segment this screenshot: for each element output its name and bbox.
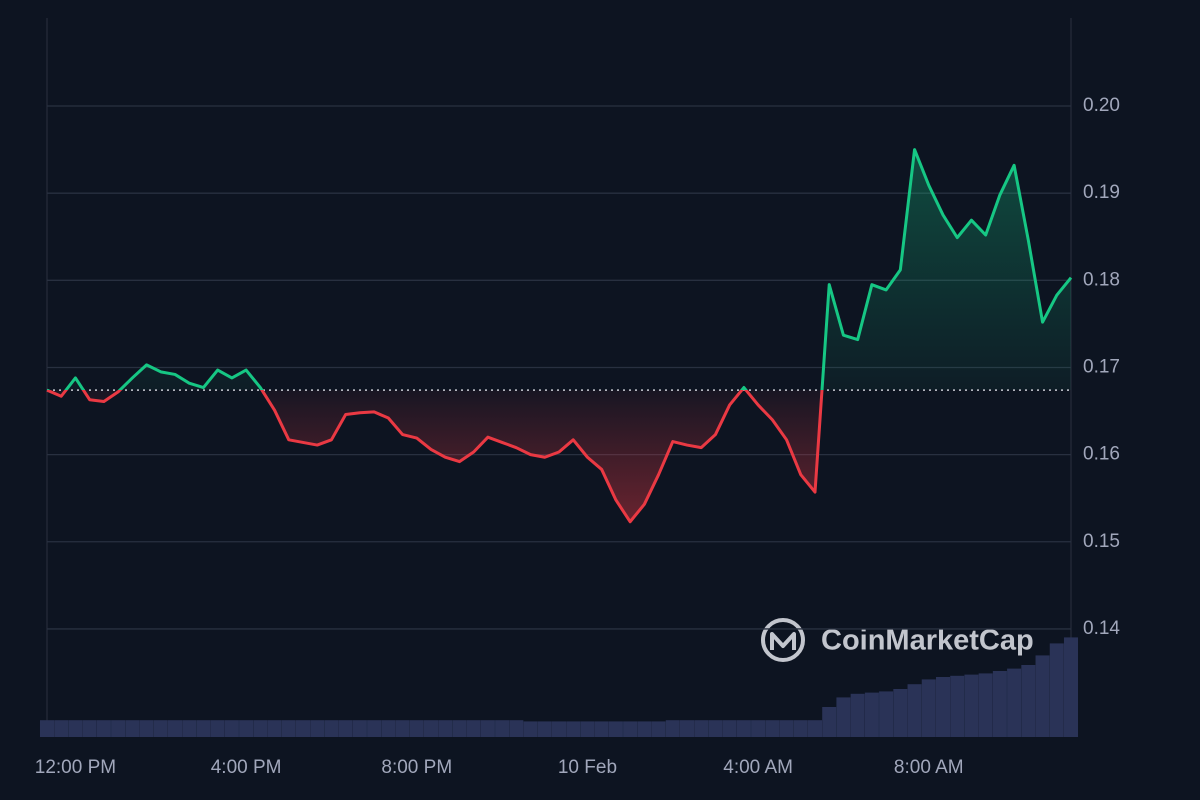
volume-bar <box>822 707 837 737</box>
volume-bar <box>594 721 609 737</box>
volume-bar <box>367 720 382 737</box>
volume-bar <box>580 721 595 737</box>
volume-bar <box>281 720 296 737</box>
volume-bar <box>423 720 439 737</box>
volume-bar <box>921 679 936 737</box>
volume-bar <box>352 720 367 737</box>
volume-bar <box>495 720 510 737</box>
volume-bar <box>537 721 552 737</box>
volume-bar <box>950 675 965 737</box>
y-tick-label: 0.19 <box>1083 182 1120 203</box>
volume-bar <box>736 720 751 737</box>
volume-bar <box>779 720 794 737</box>
x-tick-label: 8:00 AM <box>894 757 964 778</box>
volume-bar <box>54 720 69 737</box>
y-tick-label: 0.20 <box>1083 95 1120 116</box>
volume-bar <box>637 721 652 737</box>
y-tick-label: 0.15 <box>1083 531 1120 552</box>
volume-bar <box>1035 655 1050 737</box>
volume-bar <box>68 720 83 737</box>
volume-bar <box>480 720 495 737</box>
volume-bar <box>239 720 254 737</box>
volume-bar <box>935 677 951 737</box>
volume-bar <box>196 720 211 737</box>
volume-bar <box>409 720 424 737</box>
volume-bar <box>125 720 140 737</box>
volume-bar <box>466 720 481 737</box>
volume-bar <box>651 721 666 737</box>
volume-bar <box>608 721 623 737</box>
volume-bar <box>551 721 567 737</box>
volume-bar <box>1049 643 1064 737</box>
volume-bar <box>182 720 197 737</box>
volume-bar <box>139 720 154 737</box>
volume-bar <box>395 720 410 737</box>
x-tick-label: 4:00 PM <box>211 757 282 778</box>
volume-bar <box>708 720 723 737</box>
volume-bar <box>224 720 239 737</box>
y-tick-label: 0.18 <box>1083 269 1120 290</box>
watermark-text: CoinMarketCap <box>821 625 1034 657</box>
x-tick-label: 4:00 AM <box>723 757 793 778</box>
volume-bar <box>694 720 709 737</box>
volume-bar <box>167 720 183 737</box>
volume-bar <box>452 720 467 737</box>
volume-bar <box>765 720 780 737</box>
volume-bar <box>623 721 638 737</box>
volume-bar <box>509 720 524 737</box>
y-tick-label: 0.17 <box>1083 356 1120 377</box>
volume-bar <box>523 721 538 737</box>
volume-bar <box>39 720 55 737</box>
volume-bar <box>793 720 808 737</box>
volume-bar <box>864 692 879 737</box>
volume-bar <box>82 720 97 737</box>
volume-bar <box>267 720 282 737</box>
volume-bar <box>438 720 453 737</box>
volume-bar <box>210 720 225 737</box>
volume-bar <box>1021 665 1036 737</box>
volume-bar <box>836 697 851 737</box>
volume-bar <box>1007 668 1022 737</box>
volume-bar <box>807 720 823 737</box>
volume-bar <box>1063 637 1079 737</box>
y-tick-label: 0.14 <box>1083 618 1120 639</box>
y-tick-label: 0.16 <box>1083 444 1120 465</box>
volume-bar <box>665 720 680 737</box>
watermark-logo <box>761 618 805 662</box>
x-tick-label: 10 Feb <box>558 757 617 778</box>
volume-bar <box>381 720 396 737</box>
volume-bar <box>96 720 111 737</box>
volume-bar <box>295 720 311 737</box>
volume-bar <box>679 720 695 737</box>
watermark: CoinMarketCap <box>761 618 1034 662</box>
volume-bar <box>310 720 325 737</box>
volume-bar <box>338 720 353 737</box>
volume-bar <box>111 720 126 737</box>
volume-bar <box>751 720 766 737</box>
volume-bar <box>566 721 581 737</box>
volume-bar <box>153 720 168 737</box>
volume-bar <box>850 693 865 737</box>
volume-bar <box>978 673 993 737</box>
volume-bar <box>722 720 737 737</box>
volume-bar <box>907 684 922 737</box>
x-tick-label: 12:00 PM <box>35 757 116 778</box>
volume-bar <box>893 689 908 737</box>
price-area <box>47 149 1071 522</box>
volume-bar <box>964 674 979 737</box>
volume-bar <box>253 720 268 737</box>
volume-bar <box>992 671 1007 737</box>
x-tick-label: 8:00 PM <box>381 757 452 778</box>
volume-bar <box>879 691 894 737</box>
price-line <box>46 148 1073 524</box>
volume-bar <box>324 720 339 737</box>
watermark-logo-mark <box>770 632 796 650</box>
